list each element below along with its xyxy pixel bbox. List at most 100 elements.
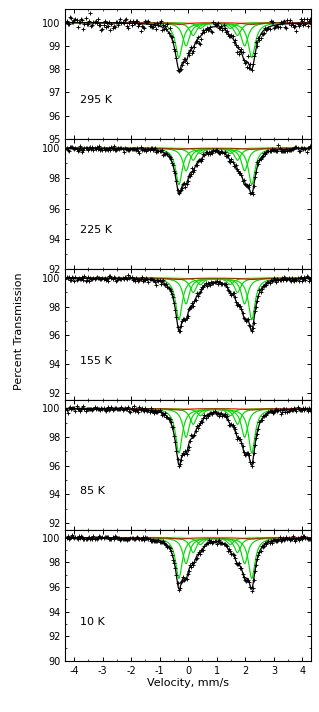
Point — [122, 142, 127, 154]
Point — [78, 273, 84, 285]
Point — [166, 151, 171, 162]
Point — [293, 142, 298, 153]
Point — [241, 174, 246, 185]
Point — [136, 145, 141, 156]
Point — [200, 27, 205, 38]
Point — [293, 535, 298, 546]
Point — [119, 402, 124, 413]
Point — [107, 16, 112, 28]
Point — [263, 148, 268, 159]
Point — [160, 19, 166, 31]
Point — [226, 544, 232, 555]
Point — [154, 407, 159, 418]
Point — [175, 321, 180, 333]
Point — [184, 313, 189, 324]
Point — [164, 23, 169, 35]
Point — [270, 407, 275, 419]
Point — [197, 154, 203, 165]
Point — [287, 14, 292, 26]
Point — [169, 288, 174, 300]
Point — [128, 15, 133, 26]
Point — [221, 278, 226, 289]
Point — [277, 142, 282, 154]
Point — [306, 142, 311, 154]
Point — [245, 447, 250, 459]
Point — [298, 532, 303, 543]
Point — [86, 275, 92, 286]
Point — [261, 27, 266, 38]
Point — [103, 21, 108, 33]
Point — [130, 15, 135, 26]
Point — [223, 150, 228, 162]
Point — [285, 533, 290, 545]
Point — [260, 541, 265, 553]
Point — [182, 448, 187, 459]
Point — [251, 575, 256, 586]
Point — [284, 532, 289, 543]
Point — [286, 273, 291, 284]
Point — [152, 404, 158, 416]
Point — [193, 553, 198, 565]
Point — [111, 533, 116, 545]
Point — [265, 536, 270, 548]
Point — [213, 20, 218, 31]
Point — [274, 145, 279, 157]
Point — [123, 534, 129, 545]
Point — [112, 144, 117, 155]
Point — [135, 532, 140, 543]
Point — [152, 276, 158, 288]
Point — [152, 19, 158, 31]
Point — [205, 278, 211, 289]
Point — [101, 20, 106, 31]
Point — [296, 535, 301, 546]
Point — [239, 169, 244, 181]
Point — [252, 47, 257, 58]
Point — [90, 533, 95, 544]
Point — [70, 272, 75, 283]
Point — [194, 552, 199, 563]
Point — [248, 58, 253, 70]
Point — [132, 18, 137, 29]
Point — [89, 273, 94, 284]
Point — [181, 571, 186, 582]
Point — [163, 280, 168, 291]
Point — [75, 145, 80, 157]
Point — [171, 422, 176, 433]
Point — [298, 13, 303, 24]
Point — [110, 531, 115, 543]
Point — [74, 14, 79, 26]
Point — [270, 534, 275, 545]
Point — [277, 274, 282, 286]
Point — [235, 299, 241, 310]
Point — [218, 23, 223, 34]
Point — [99, 24, 104, 36]
Point — [254, 36, 259, 48]
Point — [102, 272, 107, 283]
Point — [226, 155, 232, 167]
Point — [248, 582, 253, 593]
Point — [168, 31, 174, 42]
Point — [139, 534, 144, 545]
Point — [80, 14, 85, 26]
Point — [232, 161, 237, 172]
Point — [161, 23, 167, 34]
Point — [169, 421, 174, 432]
Point — [185, 176, 190, 187]
Point — [230, 548, 235, 560]
Point — [70, 17, 75, 28]
Point — [288, 20, 293, 31]
Point — [137, 274, 142, 286]
Point — [288, 403, 293, 414]
Point — [195, 548, 200, 560]
Point — [82, 19, 87, 30]
Point — [222, 22, 227, 33]
Point — [275, 405, 280, 417]
Point — [177, 325, 182, 336]
Point — [218, 409, 223, 420]
Point — [65, 19, 70, 30]
Point — [304, 146, 309, 157]
Point — [92, 142, 97, 154]
Point — [196, 419, 201, 430]
Point — [135, 404, 140, 415]
Point — [126, 534, 131, 545]
